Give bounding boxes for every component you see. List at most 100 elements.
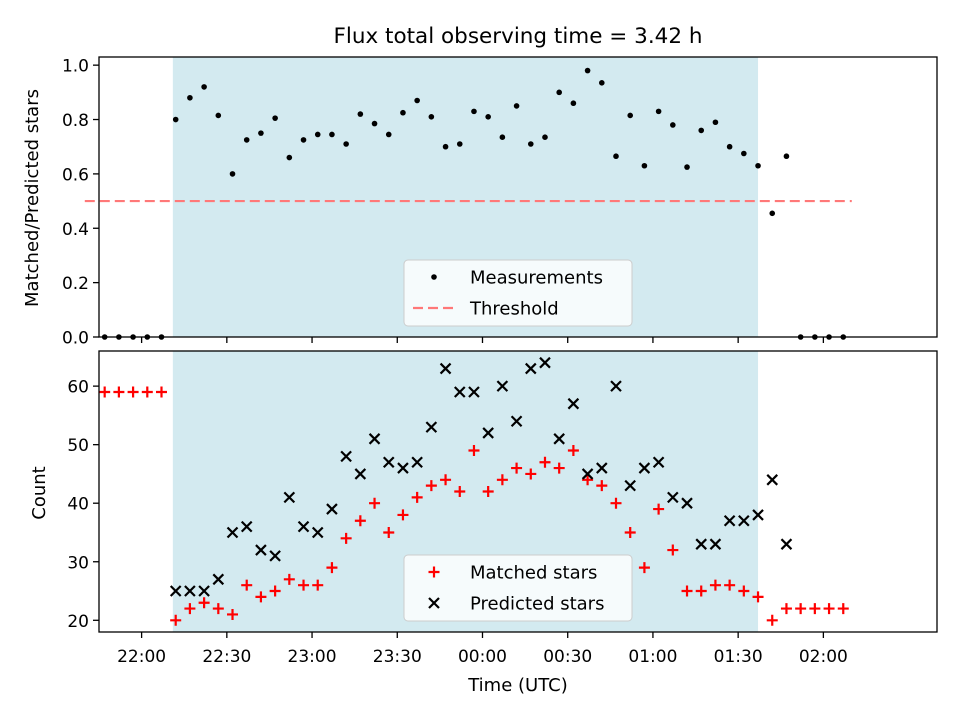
data-point — [411, 456, 423, 469]
data-point — [638, 462, 651, 474]
legend-label: Matched stars — [470, 563, 597, 584]
data-point — [738, 585, 750, 597]
legend-marker — [428, 566, 440, 578]
data-point — [556, 89, 562, 96]
data-point — [397, 462, 409, 474]
data-point — [453, 386, 466, 398]
data-point — [439, 362, 452, 375]
data-point — [283, 491, 296, 504]
data-point — [212, 603, 224, 615]
data-point — [357, 111, 364, 117]
data-point — [485, 114, 491, 120]
data-point — [553, 462, 565, 474]
x-tick-label: 02:00 — [799, 647, 848, 667]
data-point — [667, 491, 679, 504]
data-point — [655, 108, 662, 115]
data-point — [312, 579, 324, 591]
y-tick-label: 0.0 — [62, 329, 89, 349]
data-point — [368, 433, 381, 445]
data-point — [724, 579, 736, 591]
data-point — [255, 544, 267, 556]
y-tick-label: 1.0 — [62, 57, 89, 77]
data-point — [510, 415, 523, 428]
data-point — [823, 603, 835, 615]
data-point — [482, 486, 494, 497]
y-tick-label: 0.8 — [62, 111, 89, 131]
legend-label: Measurements — [470, 268, 603, 289]
data-point — [780, 538, 793, 550]
data-point — [698, 127, 705, 134]
data-point — [198, 585, 210, 597]
data-point — [766, 474, 779, 486]
data-point — [482, 427, 494, 439]
data-point — [272, 115, 278, 121]
y-tick-label: 20 — [67, 612, 89, 632]
data-point — [511, 462, 523, 474]
y-tick-label: 0.2 — [62, 274, 89, 294]
data-point — [227, 608, 239, 620]
data-point — [258, 130, 264, 136]
data-point — [468, 386, 480, 398]
data-point — [542, 134, 548, 140]
data-point — [496, 380, 509, 392]
data-point — [300, 137, 307, 143]
data-point — [471, 108, 477, 115]
data-point — [752, 509, 764, 521]
data-point — [212, 573, 225, 586]
data-point — [539, 356, 551, 369]
data-point — [425, 421, 438, 433]
data-point — [369, 497, 381, 509]
data-point — [610, 380, 622, 392]
data-point — [414, 97, 420, 104]
data-point — [440, 474, 452, 486]
y-tick-label: 30 — [67, 553, 89, 573]
legend-marker — [431, 274, 437, 280]
data-point — [652, 456, 665, 469]
data-point — [567, 397, 580, 410]
data-point — [283, 573, 295, 585]
legend-box — [403, 554, 633, 622]
x-tick-label: 23:00 — [288, 647, 337, 667]
data-point — [354, 515, 366, 527]
plot-frame — [98, 350, 938, 633]
bottom-panel: 20 30 40 50 60 22:00 22:30 23:00 23:30 00:00 00:30… — [67, 350, 938, 667]
data-point — [582, 474, 594, 486]
data-point — [709, 579, 721, 591]
data-point — [627, 112, 634, 119]
data-point — [738, 514, 750, 527]
data-point — [584, 67, 591, 74]
data-point — [496, 474, 508, 486]
data-point — [525, 468, 537, 480]
legend: Matched stars Predicted stars — [403, 554, 633, 622]
legend-label: Threshold — [469, 299, 559, 320]
x-tick-label: 22:30 — [202, 647, 251, 667]
data-point — [383, 526, 395, 538]
data-point — [127, 386, 139, 398]
data-point — [172, 116, 179, 123]
legend-label: Predicted stars — [470, 594, 604, 615]
data-point — [397, 509, 409, 521]
data-point — [624, 526, 636, 538]
data-point — [638, 562, 650, 574]
data-point — [113, 386, 125, 398]
data-point — [712, 119, 719, 126]
data-point — [723, 514, 736, 527]
data-point — [624, 479, 636, 492]
data-point — [570, 100, 577, 107]
data-point — [755, 162, 761, 169]
data-point — [255, 591, 267, 603]
data-point — [170, 614, 182, 626]
data-point — [198, 597, 210, 609]
data-point — [240, 520, 253, 533]
data-point — [371, 120, 378, 127]
data-point — [297, 520, 310, 533]
data-point — [741, 150, 747, 157]
data-point — [411, 491, 423, 503]
data-point — [442, 143, 449, 150]
top-panel: 0.0 0.2 0.4 0.6 0.8 1.0 Measurements Threshold — [62, 56, 938, 349]
data-point — [769, 210, 776, 217]
data-point — [456, 141, 463, 147]
data-point — [684, 164, 690, 170]
